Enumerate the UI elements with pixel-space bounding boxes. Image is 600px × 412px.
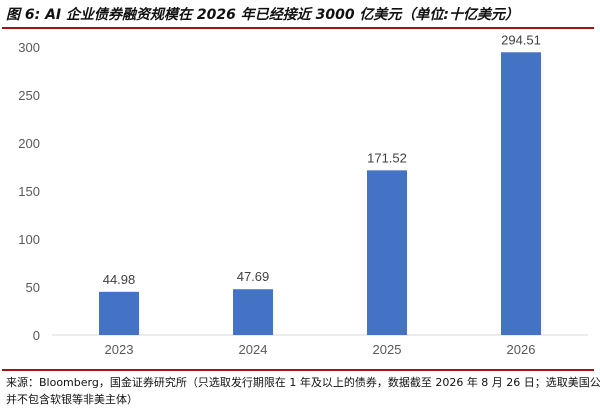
y-tick-label: 150: [18, 184, 40, 199]
source-line-2: 并不包含软银等非美主体）: [6, 393, 138, 406]
x-tick-label: 2023: [105, 342, 134, 357]
bar: [367, 170, 407, 335]
y-tick-label: 50: [26, 280, 40, 295]
source-note: 来源：Bloomberg，国金证券研究所（只选取发行期限在 1 年及以上的债券，…: [6, 374, 600, 408]
bar-chart: 0 50 100 150 200 250 300 44.98 2023 47.69 2024 171.…: [18, 32, 588, 357]
y-tick-label: 300: [18, 40, 40, 55]
source-rule: [2, 369, 594, 371]
data-label: 47.69: [237, 269, 270, 284]
y-tick-label: 200: [18, 136, 40, 151]
data-label: 44.98: [103, 272, 136, 287]
data-label: 171.52: [367, 150, 407, 165]
chart-title: 图 6: AI 企业债券融资规模在 2026 年已经接近 3000 亿美元（单位…: [6, 7, 520, 23]
x-tick-label: 2024: [239, 342, 268, 357]
y-tick-label: 0: [33, 328, 40, 343]
title-rule: [2, 27, 594, 29]
y-tick-label: 250: [18, 88, 40, 103]
x-tick-label: 2025: [373, 342, 402, 357]
x-tick-label: 2026: [507, 342, 536, 357]
bar: [99, 291, 139, 335]
source-line-1: 来源：Bloomberg，国金证券研究所（只选取发行期限在 1 年及以上的债券，…: [6, 376, 600, 389]
bar: [501, 52, 541, 336]
y-tick-label: 100: [18, 232, 40, 247]
bar: [233, 289, 273, 335]
data-label: 294.51: [501, 32, 541, 47]
